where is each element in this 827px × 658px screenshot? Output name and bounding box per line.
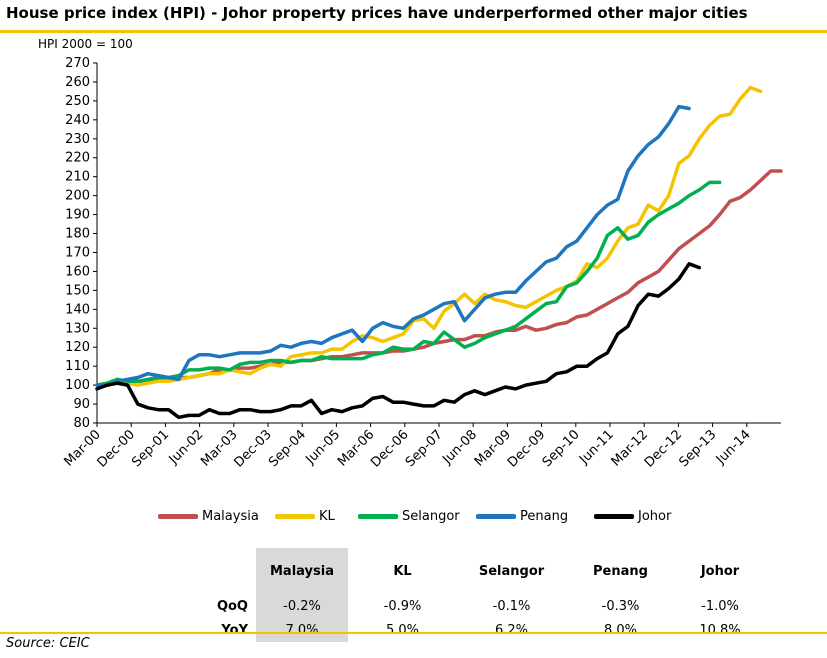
table-header-johor: Johor	[700, 563, 740, 579]
y-tick-label: 150	[65, 283, 90, 298]
legend-item-selangor: Selangor	[358, 506, 460, 526]
y-tick-label: 250	[65, 94, 90, 109]
legend-label-kl: KL	[319, 508, 335, 524]
x-tick-label: Dec-09	[505, 427, 548, 470]
legend-swatch-penang	[476, 513, 516, 519]
y-tick-label: 200	[65, 189, 90, 204]
table-cell: -0.3%	[601, 598, 640, 614]
table-row-label: QoQ	[216, 598, 248, 614]
legend-label-malaysia: Malaysia	[202, 508, 259, 524]
table-header-penang: Penang	[593, 563, 648, 579]
table-row: QoQ -0.2% -0.9% -0.1% -0.3% -1.0%	[152, 594, 765, 618]
legend-item-johor: Johor	[594, 506, 671, 526]
y-tick-label: 90	[73, 397, 90, 412]
x-tick-label: Jun-14	[713, 427, 754, 468]
source-rule	[0, 632, 827, 634]
table-cell: -0.2%	[256, 594, 348, 618]
table-header-kl: KL	[393, 563, 412, 579]
x-tick-label: Sep-07	[403, 427, 446, 470]
y-tick-label: 160	[65, 264, 90, 279]
y-tick-label: 100	[65, 378, 90, 393]
table-cell: 10.8%	[699, 622, 741, 638]
legend-swatch-kl	[275, 513, 315, 519]
table-header-malaysia: Malaysia	[256, 548, 348, 594]
legend-label-selangor: Selangor	[402, 508, 460, 524]
series-line-penang	[95, 104, 691, 387]
x-tick-label: Sep-04	[266, 427, 309, 470]
chart-title: House price index (HPI) - Johor property…	[6, 4, 748, 22]
hpi-line-chart: 80 90 100 110 120 130 140 150 160 170 180 190 200 210…	[61, 56, 783, 471]
table-row: YoY 7.0% 5.0% 6.2% 8.0% 10.8%	[152, 618, 765, 642]
table-cell: 8.0%	[603, 622, 638, 638]
y-tick-label: 270	[65, 56, 90, 71]
legend-item-kl: KL	[275, 506, 335, 526]
y-tick-label: 220	[65, 151, 90, 166]
y-tick-label: 240	[65, 113, 90, 128]
series-line-kl	[95, 85, 763, 387]
x-tick-label: Dec-12	[642, 427, 685, 470]
x-tick-label: Dec-03	[231, 427, 274, 470]
table-cell: 5.0%	[385, 622, 420, 638]
table-corner	[152, 548, 256, 594]
x-tick-label: Dec-00	[95, 427, 138, 470]
y-axis-label: HPI 2000 = 100	[38, 37, 133, 51]
title-rule	[0, 30, 827, 33]
table-header-selangor: Selangor	[478, 563, 545, 579]
y-tick-label: 140	[65, 302, 90, 317]
table-cell: -0.1%	[492, 598, 531, 614]
legend-swatch-selangor	[358, 513, 398, 519]
x-tick-label: Sep-01	[129, 427, 172, 470]
x-tick-label: Sep-10	[540, 427, 583, 470]
legend-swatch-johor	[594, 513, 634, 519]
x-tick-label: Sep-13	[676, 427, 719, 470]
table-cell: 7.0%	[256, 618, 348, 642]
y-tick-label: 80	[73, 416, 90, 431]
table-cell: 6.2%	[494, 622, 529, 638]
series-line-selangor	[95, 180, 722, 387]
legend-swatch-malaysia	[158, 513, 198, 519]
table-row-label: YoY	[221, 622, 248, 638]
y-tick-label: 260	[65, 75, 90, 90]
y-tick-label: 110	[65, 359, 90, 374]
legend-item-malaysia: Malaysia	[158, 506, 259, 526]
y-tick-label: 170	[65, 245, 90, 260]
legend-item-penang: Penang	[476, 506, 568, 526]
change-summary-table: Malaysia KL Selangor Penang Johor QoQ -0…	[152, 548, 765, 642]
y-tick-label: 210	[65, 170, 90, 185]
table-cell: -0.9%	[383, 598, 422, 614]
chart-legend: Malaysia KL Selangor Penang Johor	[0, 506, 827, 526]
y-tick-label: 180	[65, 227, 90, 242]
y-tick-label: 230	[65, 132, 90, 147]
table-header-row: Malaysia KL Selangor Penang Johor	[152, 548, 765, 594]
legend-label-penang: Penang	[520, 508, 569, 524]
x-tick-label: Dec-06	[368, 427, 411, 470]
y-tick-label: 130	[65, 321, 90, 336]
y-tick-label: 190	[65, 208, 90, 223]
table-cell: -1.0%	[701, 598, 739, 614]
source-note: Source: CEIC	[6, 636, 90, 651]
y-tick-label: 120	[65, 340, 90, 355]
legend-label-johor: Johor	[638, 508, 672, 524]
series-line-johor	[95, 262, 702, 420]
